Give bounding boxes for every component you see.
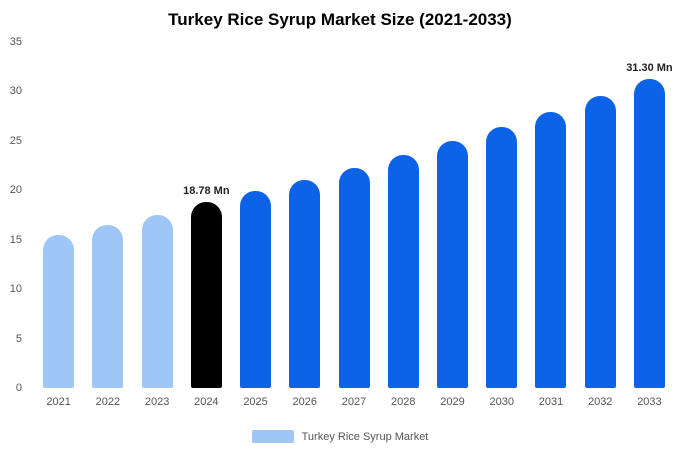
bar-2022[interactable] [92,224,124,388]
x-axis-label: 2027 [341,396,367,408]
legend-swatch [251,430,294,443]
bar-column: 2031 [526,42,575,408]
bar-2025[interactable] [240,191,272,388]
bar-2024[interactable] [190,202,222,388]
bar-2027[interactable] [338,167,370,388]
x-axis-label: 2032 [587,396,613,408]
x-axis-label: 2024 [194,396,219,408]
bar-2033[interactable] [633,78,665,388]
bar-column: 2025 [231,42,280,408]
bar-column: 18.78 Mn 2024 [182,42,231,408]
bar-2026[interactable] [289,180,321,388]
y-axis-tick-label: 30 [9,85,22,98]
bar-value-label: 18.78 Mn [183,185,230,198]
bar-column: 2022 [83,42,132,408]
bar-2031[interactable] [535,111,567,388]
bar-column: 2021 [34,42,83,408]
y-axis-tick-label: 15 [9,233,22,246]
x-axis-label: 2025 [243,396,268,408]
chart-title: Turkey Rice Syrup Market Size (2021-2033… [168,10,512,29]
x-axis-label: 2030 [489,396,514,408]
x-axis-label: 2026 [292,396,318,408]
y-axis-tick-label: 20 [9,184,22,197]
bar-column: 2023 [132,42,181,408]
y-axis-tick-label: 25 [9,134,22,147]
bar-column: 2032 [576,42,625,408]
x-axis-label: 2023 [144,396,170,408]
bar-column: 2028 [379,42,428,408]
y-axis-tick-label: 5 [15,332,22,345]
x-axis-label: 2031 [538,396,564,408]
bar-2029[interactable] [436,141,468,388]
legend-item[interactable]: Turkey Rice Syrup Market [0,430,680,443]
x-axis-label: 2029 [440,396,465,408]
bars-container: 2021 2022 2023 18.78 Mn 2024 2025 2026 2027 2028… [34,42,674,408]
bar-2023[interactable] [141,215,173,388]
x-axis-label: 2028 [391,396,416,408]
bar-column: 2029 [428,42,477,408]
bar-value-label: 31.30 Mn [626,61,673,74]
y-axis: 0 5 10 15 20 25 30 35 [0,36,30,394]
bar-2028[interactable] [387,155,419,388]
x-axis-label: 2021 [46,396,71,408]
bar-2021[interactable] [43,234,75,388]
bar-2030[interactable] [486,126,518,388]
bar-2032[interactable] [584,95,616,388]
x-axis-label: 2033 [637,396,662,408]
bar-column: 2027 [329,42,378,408]
bar-column: 2030 [477,42,526,408]
y-axis-tick-label: 10 [9,283,22,296]
bar-column: 2026 [280,42,329,408]
y-axis-tick-label: 35 [9,36,22,48]
x-axis-label: 2022 [95,396,121,408]
plot-area: 0 5 10 15 20 25 30 35 2021 2022 2023 18.78 Mn 2024 2… [10,36,674,408]
bar-column: 31.30 Mn 2033 [625,42,674,408]
y-axis-tick-label: 0 [15,382,22,394]
legend-label: Turkey Rice Syrup Market [301,430,429,443]
